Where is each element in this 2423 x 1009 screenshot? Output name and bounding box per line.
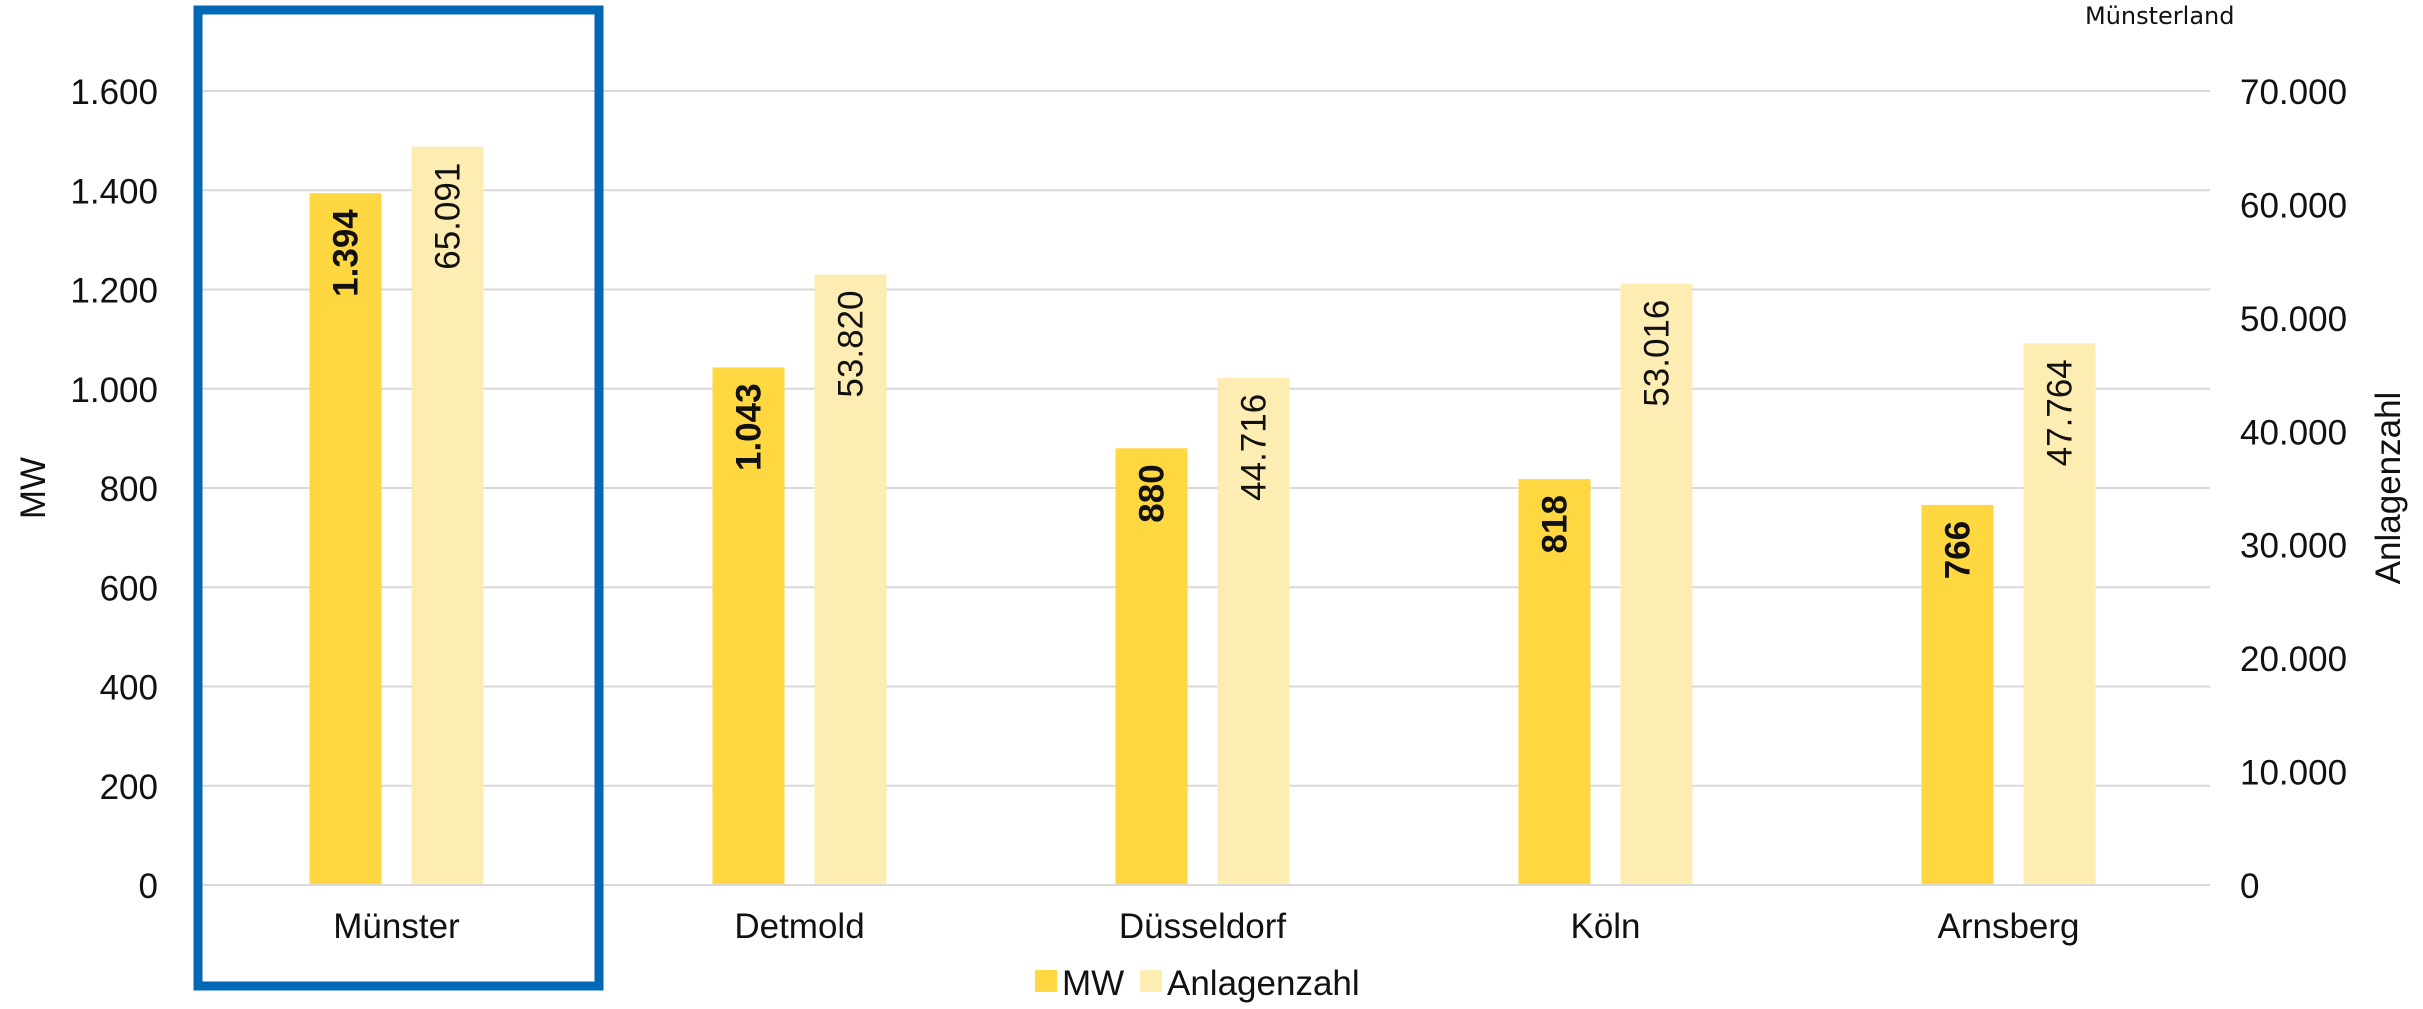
bar-value-label: 818 (1536, 495, 1575, 553)
bar-anlagenzahl (1217, 377, 1290, 885)
legend-label: Anlagenzahl (1167, 964, 1360, 1003)
y-right-tick-label: 70.000 (2240, 73, 2347, 112)
y-left-tick-label: 0 (139, 867, 158, 906)
y-left-tick-label: 400 (100, 669, 158, 708)
legend-swatch (1140, 970, 1162, 992)
bar-anlagenzahl (2023, 343, 2096, 886)
y-right-tick-label: 50.000 (2240, 300, 2347, 339)
x-category-label: Arnsberg (1937, 907, 2079, 946)
bar-mw (712, 367, 785, 885)
legend: MW Anlagenzahl (1035, 964, 1360, 1003)
legend-swatch (1035, 970, 1057, 992)
bar-anlagenzahl (814, 274, 887, 885)
y-left-tick-label: 800 (100, 470, 158, 509)
bar-value-label: 1.394 (327, 209, 366, 297)
y-right-tick-label: 40.000 (2240, 413, 2347, 452)
y-right-tick-label: 10.000 (2240, 754, 2347, 793)
legend-label: MW (1062, 964, 1124, 1003)
x-category-label: Köln (1570, 907, 1640, 946)
highlight (193, 5, 604, 991)
y-left-tick-label: 1.400 (70, 172, 158, 211)
bar-mw (309, 193, 382, 886)
bar-value-label: 53.820 (832, 291, 871, 398)
y-left-tick-label: 1.200 (70, 272, 158, 311)
bars (309, 146, 2096, 886)
y-right-axis-title: Anlagenzahl (2369, 392, 2408, 585)
y-left-tick-label: 1.000 (70, 371, 158, 410)
x-category-label: Münster (333, 907, 460, 946)
bar-value-label: 880 (1133, 464, 1172, 522)
bar-value-label: 44.716 (1235, 394, 1274, 501)
bar-mw (1115, 448, 1188, 885)
highlight-box (193, 5, 604, 991)
y-left-tick-label: 600 (100, 569, 158, 608)
bar-value-label: 47.764 (2041, 359, 2080, 466)
bar-mw (1921, 504, 1994, 885)
y-right-tick-label: 0 (2240, 867, 2259, 906)
bar-mw (1518, 479, 1591, 885)
bar-anlagenzahl (1620, 283, 1693, 885)
y-left-tick-label: 200 (100, 768, 158, 807)
y-right-tick-label: 30.000 (2240, 527, 2347, 566)
bar-value-label: 1.043 (730, 383, 769, 471)
bar-labels: 1.394 65.091 1.043 53.820 880 44.716 818 53.016… (327, 163, 2080, 580)
y-right-tick-label: 60.000 (2240, 186, 2347, 225)
y-left-tick-label: 1.600 (70, 73, 158, 112)
bar-value-label: 53.016 (1638, 300, 1677, 407)
x-category-label: Detmold (734, 907, 864, 946)
axes: 0 200 400 600 800 1.000 1.200 1.400 1.600 0 10.000… (14, 73, 2408, 946)
x-category-label: Düsseldorf (1119, 907, 1287, 946)
bar-anlagenzahl (411, 146, 484, 886)
gridlines (195, 90, 2210, 886)
y-left-axis-title: MW (14, 457, 53, 519)
bar-value-label: 65.091 (429, 163, 468, 270)
corner-label: Münsterland (2085, 2, 2235, 30)
bar-value-label: 766 (1939, 521, 1978, 579)
y-right-tick-label: 20.000 (2240, 640, 2347, 679)
